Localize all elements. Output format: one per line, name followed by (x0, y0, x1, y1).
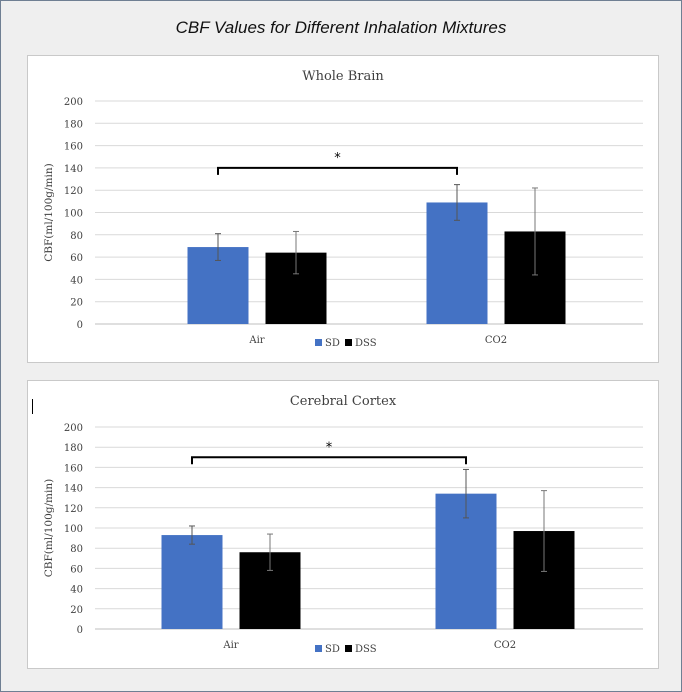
y-tick-label: 200 (64, 97, 83, 108)
chart-title: Whole Brain (302, 69, 384, 84)
y-tick-label: 200 (64, 423, 83, 434)
significance-marker: * (326, 440, 333, 455)
y-tick-label: 80 (70, 544, 83, 555)
y-tick-label: 20 (70, 298, 83, 309)
x-tick-label: CO2 (485, 335, 507, 346)
y-tick-label: 100 (64, 209, 83, 220)
bar-sd-co2 (426, 202, 488, 324)
text-cursor (32, 399, 33, 414)
y-tick-label: 60 (70, 253, 83, 264)
y-tick-label: 0 (77, 625, 83, 636)
y-axis-label: CBF(ml/100g/min) (43, 163, 55, 261)
legend-label-sd: SD (325, 644, 340, 655)
page-title: CBF Values for Different Inhalation Mixt… (175, 18, 507, 37)
significance-bracket (217, 166, 458, 175)
y-tick-label: 40 (70, 275, 83, 286)
y-tick-label: 120 (64, 186, 83, 197)
y-tick-label: 140 (64, 484, 83, 495)
y-tick-label: 60 (70, 564, 83, 575)
legend-label-sd: SD (325, 338, 340, 349)
chart-whole-brain: Whole Brain 0 20 40 60 80 100 120 140 160 180 200 CB… (43, 69, 643, 349)
significance-bracket (191, 456, 467, 465)
y-axis-label: CBF(ml/100g/min) (43, 479, 55, 577)
legend-swatch-dss (345, 645, 352, 652)
y-tick-label: 40 (70, 585, 83, 596)
legend-label-dss: DSS (355, 644, 377, 655)
chart-panel-whole-brain: Whole Brain 0 20 40 60 80 100 120 140 160 180 200 CB… (27, 55, 659, 363)
x-tick-label: CO2 (494, 640, 516, 651)
y-tick-label: 160 (64, 463, 83, 474)
legend-label-dss: DSS (355, 338, 377, 349)
y-tick-label: 20 (70, 605, 83, 616)
y-tick-label: 140 (64, 164, 83, 175)
bar-sd-air (161, 535, 223, 629)
legend-swatch-dss (345, 339, 352, 346)
y-tick-label: 80 (70, 231, 83, 242)
y-tick-label: 180 (64, 119, 83, 130)
y-tick-label: 160 (64, 142, 83, 153)
chart-panel-cerebral-cortex: Cerebral Cortex 0 20 40 60 80 100 120 140 160 180 2… (27, 380, 659, 669)
x-tick-label: Air (248, 335, 264, 346)
y-tick-label: 120 (64, 504, 83, 515)
x-tick-label: Air (222, 640, 238, 651)
legend-swatch-sd (315, 645, 322, 652)
chart-cerebral-cortex: Cerebral Cortex 0 20 40 60 80 100 120 140 160 180 2… (43, 394, 643, 655)
y-tick-label: 180 (64, 443, 83, 454)
chart-title: Cerebral Cortex (290, 394, 397, 409)
significance-marker: * (334, 151, 341, 166)
y-tick-label: 0 (77, 320, 83, 331)
legend-swatch-sd (315, 339, 322, 346)
y-tick-label: 100 (64, 524, 83, 535)
